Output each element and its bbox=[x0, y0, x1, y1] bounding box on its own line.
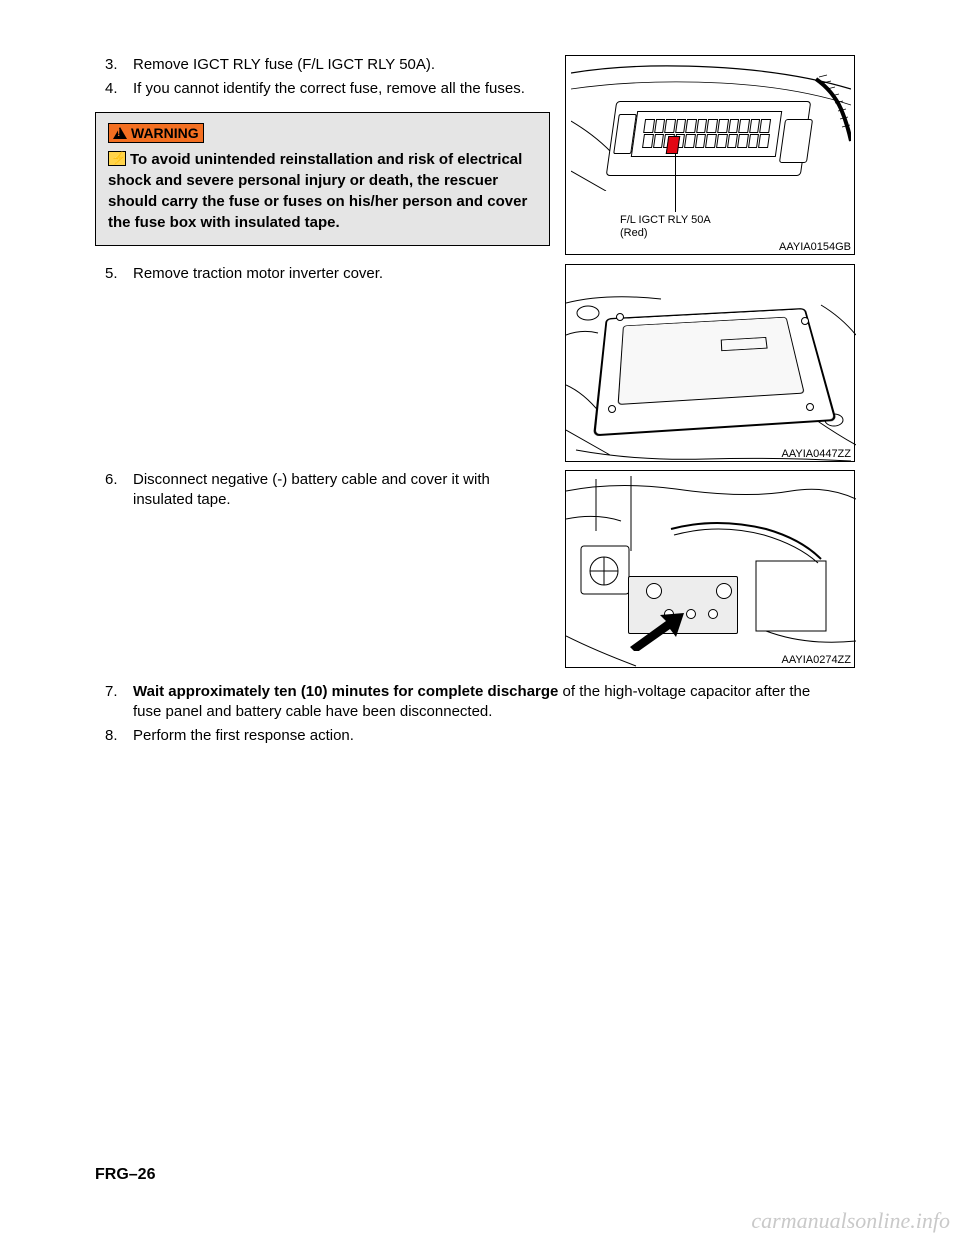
steps-list-3: 6. Disconnect negative (-) battery cable… bbox=[95, 470, 550, 511]
inverter-panel bbox=[618, 316, 805, 404]
inverter-handle bbox=[721, 337, 768, 351]
step-4-num: 4. bbox=[95, 79, 133, 99]
figure-1-container: F/L IGCT RLY 50A (Red) AAYIA0154GB bbox=[565, 55, 855, 255]
step-6: 6. Disconnect negative (-) battery cable… bbox=[95, 470, 550, 511]
warning-box: WARNING To avoid unintended reinstallati… bbox=[95, 112, 550, 246]
step-5-num: 5. bbox=[95, 264, 133, 284]
igct-rly-fuse-red bbox=[666, 136, 681, 154]
left-col-2: 5. Remove traction motor inverter cover. bbox=[95, 264, 565, 288]
step-7-num: 7. bbox=[95, 682, 133, 723]
step-6-num: 6. bbox=[95, 470, 133, 511]
step-7: 7. Wait approximately ten (10) minutes f… bbox=[95, 682, 875, 723]
leader-line bbox=[675, 154, 676, 212]
step-7-bold: Wait approximately ten (10) minutes for … bbox=[133, 683, 558, 700]
bolt-3 bbox=[608, 405, 616, 413]
watermark: carmanualsonline.info bbox=[751, 1208, 950, 1234]
figure-1-code: AAYIA0154GB bbox=[779, 241, 851, 253]
bolt-1 bbox=[616, 313, 624, 321]
battery-terminal-neg bbox=[646, 583, 662, 599]
fuse-label: F/L IGCT RLY 50A (Red) bbox=[620, 214, 711, 240]
row-steps-7-8: 7. Wait approximately ten (10) minutes f… bbox=[95, 682, 875, 747]
figure-2: AAYIA0447ZZ bbox=[565, 264, 855, 462]
left-col-3: 6. Disconnect negative (-) battery cable… bbox=[95, 470, 565, 515]
step-8-text: Perform the first response action. bbox=[133, 726, 833, 746]
warning-triangle-icon bbox=[113, 127, 127, 139]
battery-cap-2 bbox=[686, 609, 696, 619]
warning-text: To avoid unintended reinstallation and r… bbox=[108, 149, 537, 233]
figure-3-container: AAYIA0274ZZ bbox=[565, 470, 855, 668]
row-step-5: 5. Remove traction motor inverter cover. bbox=[95, 264, 875, 462]
bolt-2 bbox=[801, 317, 809, 325]
page-number: FRG–26 bbox=[95, 1166, 155, 1184]
step-6-text: Disconnect negative (-) battery cable an… bbox=[133, 470, 550, 511]
bolt-4 bbox=[806, 403, 814, 411]
left-col-1: 3. Remove IGCT RLY fuse (F/L IGCT RLY 50… bbox=[95, 55, 565, 256]
step-4: 4. If you cannot identify the correct fu… bbox=[95, 79, 550, 99]
step-5-text: Remove traction motor inverter cover. bbox=[133, 264, 550, 284]
step-8-num: 8. bbox=[95, 726, 133, 746]
step-3: 3. Remove IGCT RLY fuse (F/L IGCT RLY 50… bbox=[95, 55, 550, 75]
warning-label-text: WARNING bbox=[131, 125, 199, 141]
manual-page: 3. Remove IGCT RLY fuse (F/L IGCT RLY 50… bbox=[0, 0, 960, 746]
figure-3: AAYIA0274ZZ bbox=[565, 470, 855, 668]
step-5: 5. Remove traction motor inverter cover. bbox=[95, 264, 550, 284]
battery-cap-3 bbox=[708, 609, 718, 619]
fuse-label-line2: (Red) bbox=[620, 227, 711, 240]
step-4-text: If you cannot identify the correct fuse,… bbox=[133, 79, 550, 99]
figure-2-code: AAYIA0447ZZ bbox=[782, 448, 852, 460]
row-step-6: 6. Disconnect negative (-) battery cable… bbox=[95, 470, 875, 668]
high-voltage-icon bbox=[108, 151, 126, 166]
figure-1: F/L IGCT RLY 50A (Red) AAYIA0154GB bbox=[565, 55, 855, 255]
steps-list-2: 5. Remove traction motor inverter cover. bbox=[95, 264, 550, 284]
step-3-num: 3. bbox=[95, 55, 133, 75]
battery-terminal-pos bbox=[716, 583, 732, 599]
warning-label: WARNING bbox=[108, 123, 204, 143]
figure-3-code: AAYIA0274ZZ bbox=[782, 654, 852, 666]
steps-list-4: 7. Wait approximately ten (10) minutes f… bbox=[95, 682, 875, 747]
figure-3-engine-lines bbox=[566, 471, 856, 669]
step-3-text: Remove IGCT RLY fuse (F/L IGCT RLY 50A). bbox=[133, 55, 550, 75]
indicator-arrow bbox=[626, 611, 686, 656]
step-7-text: Wait approximately ten (10) minutes for … bbox=[133, 682, 833, 723]
fuse-label-line1: F/L IGCT RLY 50A bbox=[620, 214, 711, 227]
steps-list-1: 3. Remove IGCT RLY fuse (F/L IGCT RLY 50… bbox=[95, 55, 550, 100]
fuse-slots-row2 bbox=[640, 134, 772, 148]
row-steps-3-4: 3. Remove IGCT RLY fuse (F/L IGCT RLY 50… bbox=[95, 55, 875, 256]
figure-2-container: AAYIA0447ZZ bbox=[565, 264, 855, 462]
warning-body: To avoid unintended reinstallation and r… bbox=[108, 151, 527, 231]
step-8: 8. Perform the first response action. bbox=[95, 726, 875, 746]
